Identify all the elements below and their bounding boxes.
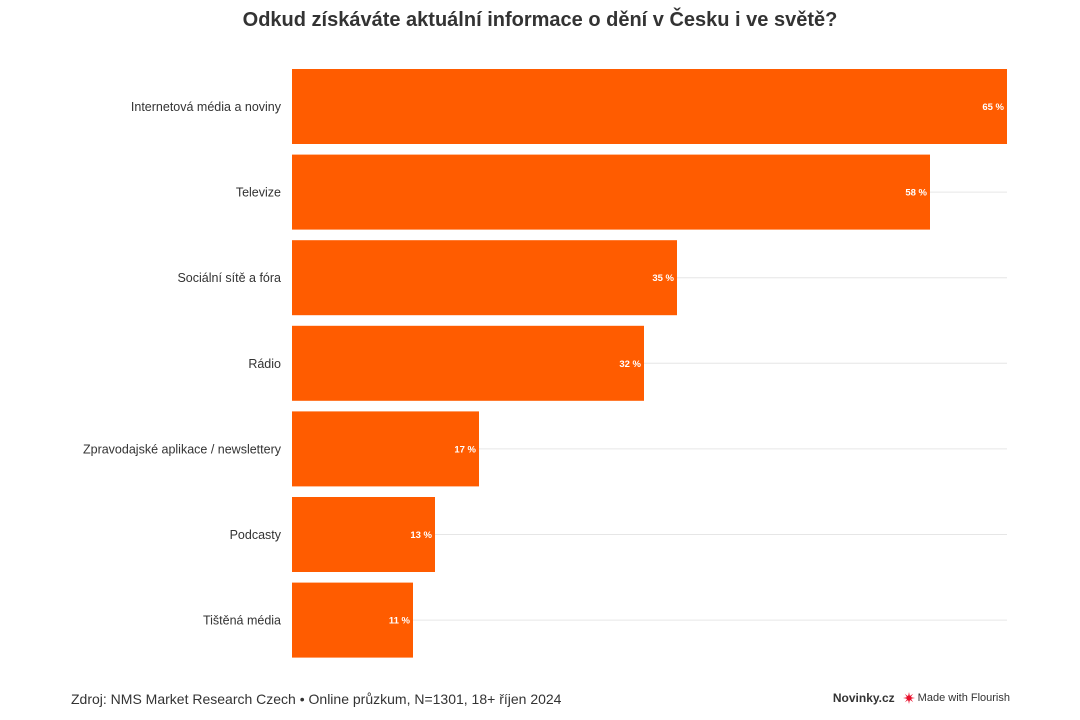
value-label: 35 %: [652, 273, 674, 284]
category-label: Zpravodajské aplikace / newslettery: [83, 442, 282, 456]
bar-3[interactable]: [292, 240, 677, 316]
category-label: Tištěná média: [203, 614, 281, 628]
category-labels: Internetová média a noviny Televize Sociál…: [83, 100, 282, 628]
chart-title: Odkud získáváte aktuální informace o děn…: [242, 9, 838, 31]
value-label: 11 %: [389, 616, 411, 627]
footer-credits: Novinky.cz Made with Flourish: [833, 691, 1010, 705]
bar-1[interactable]: [292, 69, 1007, 144]
value-label: 32 %: [619, 359, 641, 370]
category-label: Rádio: [248, 357, 281, 371]
source-note: Zdroj: NMS Market Research Czech • Onlin…: [71, 691, 562, 707]
flourish-credit-label: Made with Flourish: [917, 692, 1010, 704]
bar-2[interactable]: [292, 154, 930, 230]
bar-4[interactable]: [292, 325, 644, 401]
bar-5[interactable]: [292, 411, 479, 487]
bar-chart: Internetová média a noviny Televize Sociál…: [83, 69, 1007, 658]
flourish-burst-icon: [902, 692, 915, 704]
category-label: Podcasty: [230, 528, 282, 542]
category-label: Internetová média a noviny: [131, 100, 282, 114]
bar-7[interactable]: [292, 582, 413, 658]
flourish-credit[interactable]: Made with Flourish: [902, 692, 1010, 704]
value-label: 65 %: [982, 102, 1004, 113]
value-labels: 65 % 58 % 35 % 32 % 17 % 13 % 11 %: [389, 102, 1005, 627]
brand-logo[interactable]: Novinky.cz: [832, 691, 895, 705]
category-label: Televize: [236, 186, 281, 200]
bars: [292, 69, 1007, 658]
category-label: Sociální sítě a fóra: [177, 271, 281, 285]
value-label: 17 %: [454, 444, 476, 455]
value-label: 13 %: [410, 530, 432, 541]
value-label: 58 %: [905, 188, 927, 199]
bar-6[interactable]: [292, 497, 435, 572]
